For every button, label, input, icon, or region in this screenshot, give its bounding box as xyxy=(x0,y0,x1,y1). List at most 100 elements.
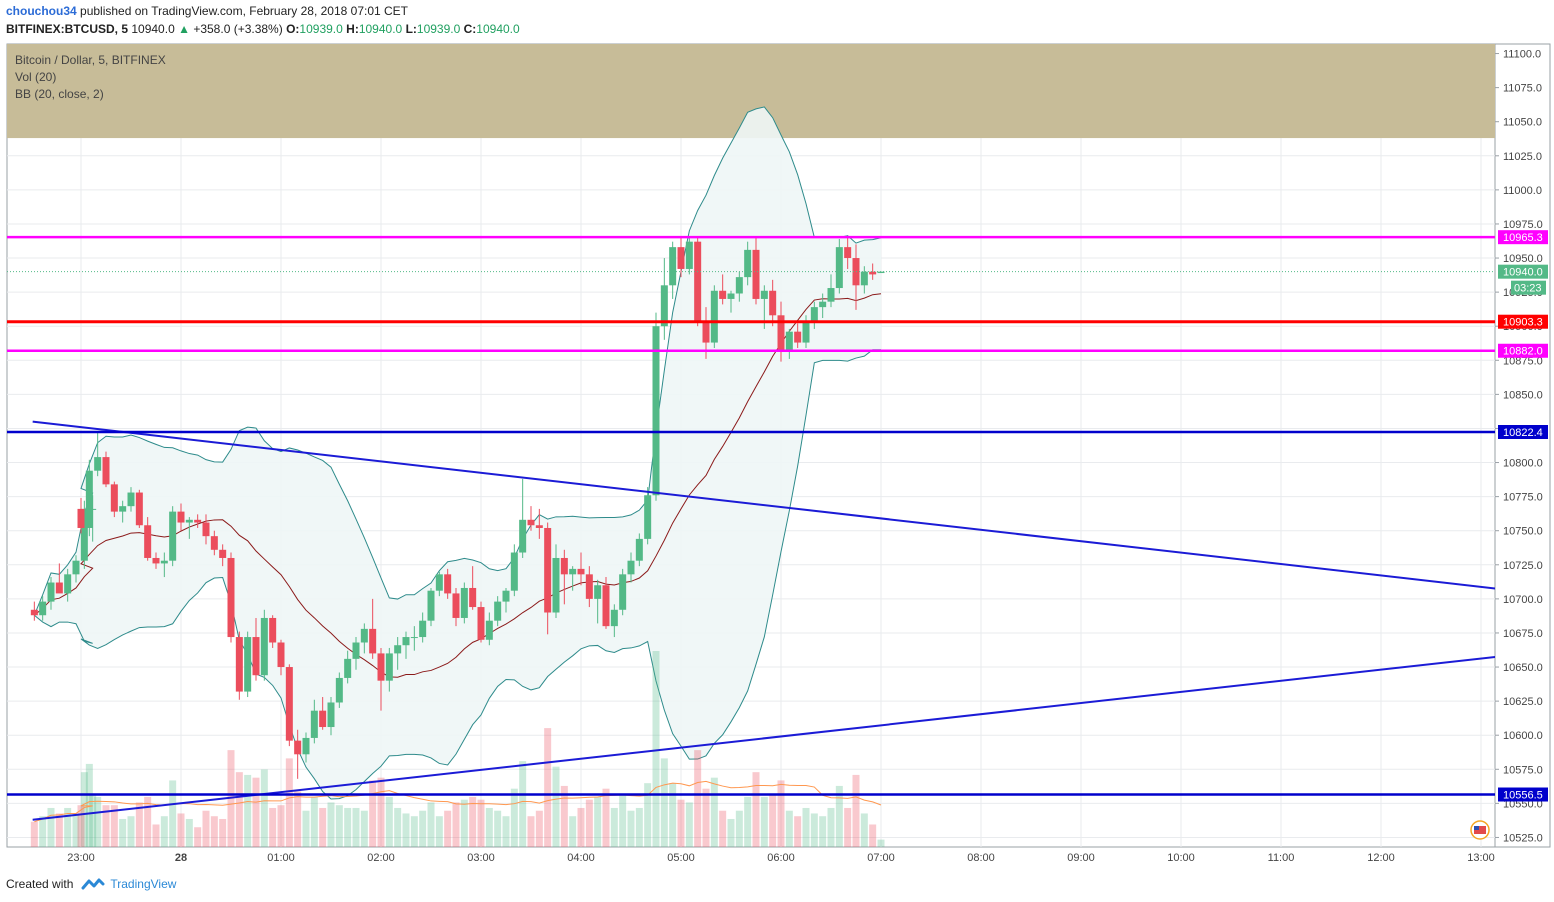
candle xyxy=(560,549,568,605)
candle-body xyxy=(860,271,868,286)
level-label-1-bg xyxy=(1498,314,1548,329)
y-tick-label: 11000.0 xyxy=(1503,185,1542,197)
x-tick-label: 05:00 xyxy=(667,852,695,864)
candle-body xyxy=(727,293,735,299)
x-tick-label: 06:00 xyxy=(767,852,795,864)
volume-bar xyxy=(285,758,293,847)
candle xyxy=(110,481,118,518)
candle xyxy=(72,555,80,583)
ohlc-high-label: H: xyxy=(346,22,359,36)
candle-body xyxy=(385,653,393,681)
candle xyxy=(127,487,135,512)
candle-body xyxy=(39,601,47,616)
volume-bar xyxy=(860,813,868,847)
x-tick-label: 13:00 xyxy=(1467,852,1495,864)
volume-bar xyxy=(144,796,152,847)
tradingview-brand-link[interactable]: TradingView xyxy=(81,877,176,891)
candle xyxy=(310,699,318,744)
candle xyxy=(210,530,218,556)
ohlc-open-label: O: xyxy=(286,22,300,36)
legend-volume[interactable]: Vol (20) xyxy=(15,70,57,84)
y-tick-label: 10750.0 xyxy=(1503,526,1543,538)
volume-bar xyxy=(110,805,118,847)
volume-bar xyxy=(185,818,193,847)
volume-bar xyxy=(269,807,277,847)
legend-bollinger[interactable]: BB (20, close, 2) xyxy=(15,87,104,101)
candle-body xyxy=(735,277,743,294)
volume-bar xyxy=(610,807,618,847)
author-link[interactable]: chouchou34 xyxy=(6,4,77,18)
volume-bar xyxy=(827,807,835,847)
volume-bar xyxy=(494,810,502,847)
candle-body xyxy=(135,492,143,526)
volume-bar xyxy=(660,758,668,847)
y-tick-label: 10600.0 xyxy=(1503,730,1543,742)
x-tick-label: 04:00 xyxy=(567,852,595,864)
price-chart[interactable]: 11100.0 11075.0 11050.0 11025.0 11000.0 10975… xyxy=(0,0,1554,870)
volume-bar xyxy=(719,810,727,847)
candle-body xyxy=(194,519,202,523)
candle xyxy=(152,552,160,569)
volume-bar xyxy=(377,777,385,847)
candle-body xyxy=(844,247,852,259)
volume-bar xyxy=(744,796,752,847)
candle xyxy=(810,301,818,329)
y-tick-label: 10875.0 xyxy=(1503,355,1543,367)
candle-body xyxy=(802,320,810,343)
candle-body xyxy=(460,587,468,618)
candle xyxy=(460,582,468,624)
candle-body xyxy=(344,658,352,678)
candle-body xyxy=(510,552,518,591)
up-arrow-icon: ▲ xyxy=(178,22,190,36)
x-tick-label: 12:00 xyxy=(1367,852,1395,864)
candle-body xyxy=(594,585,602,599)
candle-body xyxy=(85,470,93,528)
candle xyxy=(494,596,502,627)
volume-bar xyxy=(277,805,285,847)
volume-bar xyxy=(344,807,352,847)
candle xyxy=(352,637,360,670)
candle xyxy=(77,497,85,534)
volume-bar xyxy=(435,816,443,847)
volume-bar xyxy=(502,816,510,847)
candle-body xyxy=(377,653,385,681)
volume-bar xyxy=(727,818,735,847)
candle-body xyxy=(177,511,185,523)
candle xyxy=(260,609,268,681)
volume-bar xyxy=(89,794,97,847)
y-tick-label: 10675.0 xyxy=(1503,628,1543,640)
x-tick-label: 07:00 xyxy=(867,852,895,864)
candle xyxy=(685,236,693,275)
candle-body xyxy=(227,557,235,638)
candle xyxy=(794,323,802,349)
volume-bar xyxy=(585,799,593,847)
candle xyxy=(377,647,385,711)
countdown-bg xyxy=(1511,280,1546,295)
volume-bar xyxy=(694,750,702,847)
candle xyxy=(327,697,335,736)
volume-bar xyxy=(594,796,602,847)
candle xyxy=(235,631,243,700)
candle xyxy=(510,544,518,597)
candle xyxy=(444,568,452,599)
candle-body xyxy=(110,484,118,512)
volume-bar xyxy=(302,810,310,847)
candle xyxy=(519,478,527,558)
candle-body xyxy=(794,331,802,343)
candle-body xyxy=(30,609,38,616)
volume-bar xyxy=(460,799,468,847)
created-with-text: Created with xyxy=(6,877,74,891)
candle-body xyxy=(394,645,402,654)
trend-line-1 xyxy=(32,655,1495,821)
candle-body xyxy=(369,628,377,654)
volume-bar xyxy=(710,777,718,847)
volume-bar xyxy=(47,807,55,847)
legend-title[interactable]: Bitcoin / Dollar, 5, BITFINEX xyxy=(15,53,166,67)
candle-body xyxy=(619,574,627,610)
volume-bar xyxy=(402,813,410,847)
volume-bar xyxy=(669,783,677,847)
candle-body xyxy=(644,495,652,539)
candle xyxy=(419,612,427,643)
candle-body xyxy=(719,290,727,299)
volume-bar xyxy=(152,824,160,847)
